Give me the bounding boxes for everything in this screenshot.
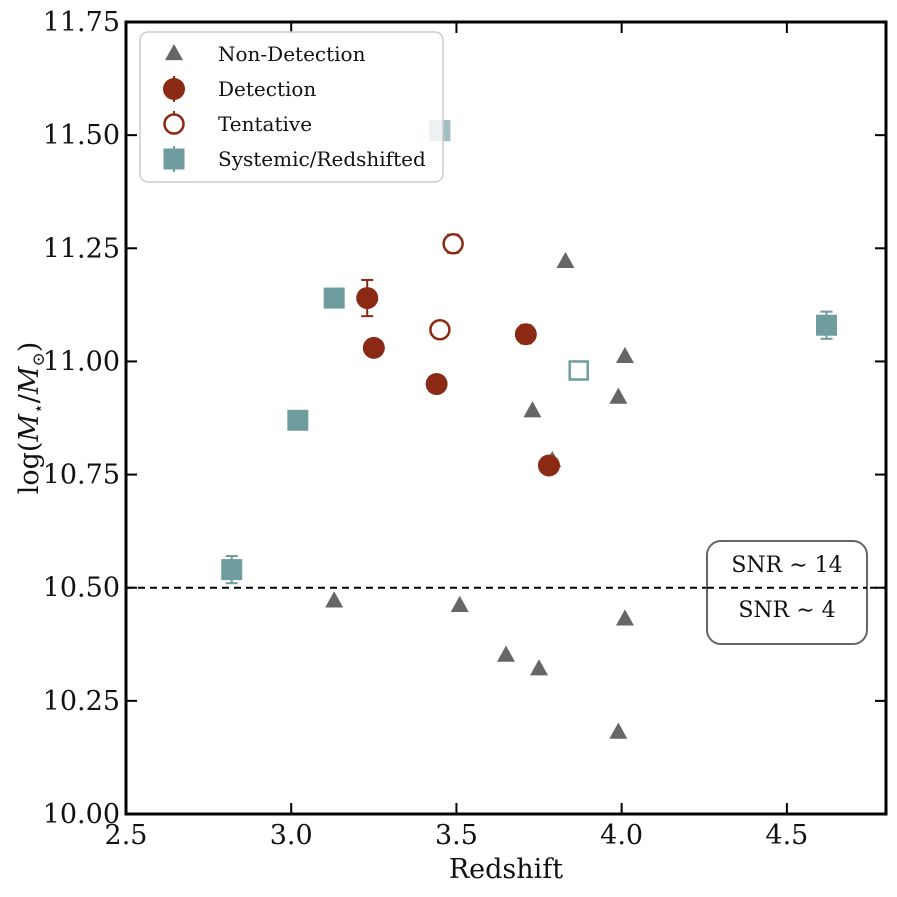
legend-marker-square bbox=[164, 149, 185, 170]
detection-point bbox=[363, 337, 385, 359]
legend-marker-open-circle bbox=[165, 115, 184, 134]
systemic-point bbox=[570, 361, 588, 379]
y-tick-label: 10.25 bbox=[43, 686, 120, 717]
detection-point bbox=[356, 287, 378, 309]
nondetection-point bbox=[616, 347, 634, 363]
detection-point bbox=[538, 455, 560, 477]
tentative-point bbox=[444, 234, 463, 253]
snr-lower-label: SNR ∼ 4 bbox=[738, 598, 835, 623]
y-axis-label: log(M⋆​/M⊙​) bbox=[14, 342, 49, 495]
systemic-point bbox=[324, 288, 345, 309]
legend-label: Tentative bbox=[218, 112, 312, 136]
x-tick-label: 3.0 bbox=[270, 820, 313, 851]
x-axis-label: Redshift bbox=[449, 854, 563, 885]
legend-label: Non-Detection bbox=[218, 42, 366, 66]
y-tick-label: 10.00 bbox=[43, 799, 120, 830]
nondetection-point bbox=[523, 401, 541, 417]
legend: Non-Detection Detection Tentative Systemic/… bbox=[140, 32, 443, 182]
tentative-point bbox=[430, 320, 449, 339]
x-tick-label: 4.5 bbox=[765, 820, 808, 851]
nondetection-point bbox=[530, 659, 548, 675]
detection-point bbox=[426, 373, 448, 395]
systemic-point bbox=[816, 315, 837, 336]
y-tick-label: 10.50 bbox=[43, 573, 120, 604]
snr-annotation: SNR ∼ 14 SNR ∼ 4 bbox=[707, 541, 867, 644]
y-tick-label: 11.00 bbox=[43, 346, 120, 377]
plot-layer bbox=[126, 120, 886, 739]
y-tick-label: 10.75 bbox=[43, 460, 120, 491]
nondetection-point bbox=[497, 646, 515, 662]
detection-point bbox=[515, 323, 537, 345]
legend-label: Systemic/Redshifted bbox=[218, 147, 426, 171]
systemic-point bbox=[221, 559, 242, 580]
legend-label: Detection bbox=[218, 77, 316, 101]
x-tick-label: 3.5 bbox=[435, 820, 478, 851]
y-tick-label: 11.25 bbox=[43, 233, 120, 264]
nondetection-point bbox=[616, 609, 634, 625]
nondetection-point bbox=[609, 388, 627, 404]
systemic-point bbox=[287, 410, 308, 431]
nondetection-point bbox=[609, 722, 627, 738]
nondetection-point bbox=[556, 252, 574, 268]
snr-upper-label: SNR ∼ 14 bbox=[731, 553, 842, 578]
y-tick-label: 11.50 bbox=[43, 120, 120, 151]
legend-marker-circle bbox=[163, 78, 185, 100]
x-tick-label: 4.0 bbox=[600, 820, 643, 851]
nondetection-point bbox=[451, 596, 469, 612]
y-tick-label: 11.75 bbox=[43, 7, 120, 38]
scatter-chart: 2.5 3.0 3.5 4.0 4.510.0010.2510.5010.7511.00… bbox=[0, 0, 897, 897]
nondetection-point bbox=[325, 591, 343, 607]
